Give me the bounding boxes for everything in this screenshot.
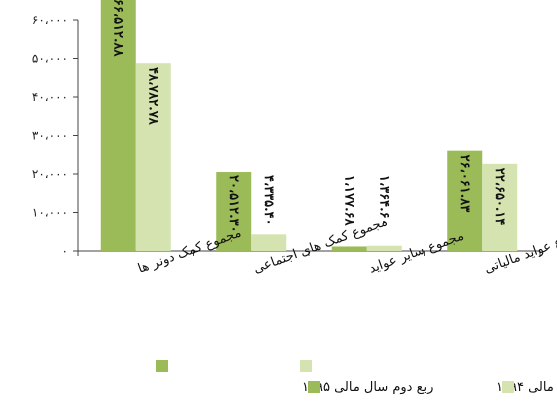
y-tick-label: ۶۰،۰۰۰ <box>32 13 68 27</box>
data-label: ۶۶،۵۱۲.۸۸ <box>110 0 125 58</box>
bar <box>100 0 136 251</box>
y-tick-label: ۳۰،۰۰۰ <box>32 129 68 143</box>
data-labels: ۶۶،۵۱۲.۸۸ ۲۰،۵۱۲.۳۰ ۱،۱۷۷.۶۸ ۲۶،۰۶۱.۸۳ ۴۸،۷۸… <box>110 0 507 233</box>
data-label: ۴،۳۳۵.۴۰ <box>261 175 276 226</box>
data-label: ۲۲،۶۵۰.۱۴ <box>492 168 507 226</box>
legend-label: ربع دوم سال مالی ۱۳۹۵ <box>302 380 433 395</box>
bar <box>482 163 518 251</box>
data-label: ۲۰،۵۱۲.۳۰ <box>226 175 241 233</box>
y-axis: ۰ ۱۰،۰۰۰ ۲۰،۰۰۰ ۳۰،۰۰۰ ۴۰،۰۰۰ ۵۰،۰۰۰ ۶۰،۰۰۰ <box>32 13 541 258</box>
y-tick-label: ۵۰،۰۰۰ <box>32 52 68 66</box>
data-label: ۱،۱۷۷.۶۸ <box>341 175 356 227</box>
category-label: مجموع سایر عواید <box>367 229 466 277</box>
y-tick-label: ۴۰،۰۰۰ <box>32 90 68 104</box>
legend-swatch <box>502 381 514 393</box>
bar <box>251 234 287 251</box>
data-label: ۱،۳۶۴.۶۰ <box>376 175 391 226</box>
bar <box>331 246 367 251</box>
bars <box>100 0 518 252</box>
bar <box>135 63 171 252</box>
y-tick-label: ۱۰،۰۰۰ <box>32 206 68 220</box>
bar <box>366 245 402 251</box>
bar <box>216 172 252 251</box>
legend-marker <box>156 360 168 372</box>
legend-swatch <box>308 381 320 393</box>
data-label: ۲۶،۰۶۱.۸۳ <box>457 155 472 213</box>
legend-marker <box>300 360 312 372</box>
legend: ربع دوم سال مالی ۱۳۹۵ربع دوم سال مالی ۱۳… <box>156 360 557 395</box>
data-label: ۴۸،۷۸۲.۷۸ <box>145 67 160 126</box>
bar <box>447 150 483 251</box>
y-tick-label: ۰ <box>62 244 68 258</box>
y-tick-label: ۲۰،۰۰۰ <box>32 167 68 181</box>
